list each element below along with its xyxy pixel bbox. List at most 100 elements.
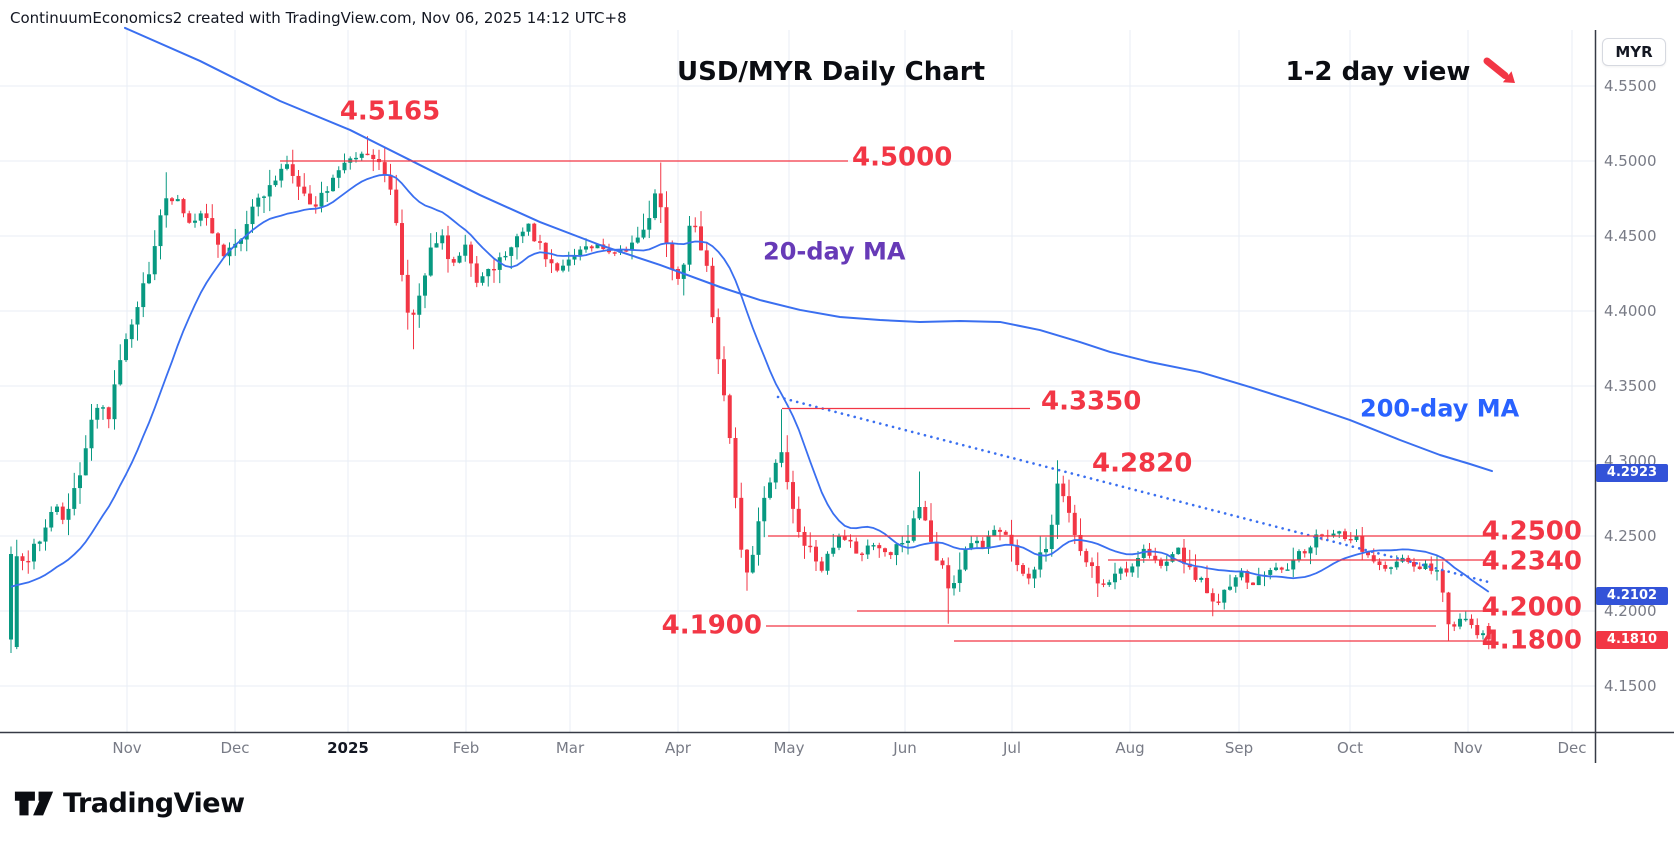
price-tick: 4.4000 — [1604, 302, 1657, 320]
candle-body — [469, 244, 473, 264]
candle-body — [250, 206, 255, 225]
candle-body — [1199, 577, 1204, 580]
candle-body — [526, 223, 531, 232]
candle-body — [946, 565, 951, 589]
candle-body — [446, 235, 450, 260]
candle-body — [14, 556, 19, 648]
candle-body — [963, 549, 968, 570]
candle-body — [1107, 582, 1112, 585]
symbol-button-myr[interactable]: MYR — [1602, 38, 1666, 66]
time-tick: Apr — [665, 739, 691, 757]
candle-body — [1366, 551, 1370, 556]
candle-body — [279, 168, 284, 181]
candle-body — [825, 553, 830, 571]
candle-body — [848, 539, 853, 542]
price-tick: 4.1500 — [1604, 677, 1657, 695]
candle-body — [32, 543, 36, 562]
candle-body — [175, 199, 180, 202]
candle-body — [20, 556, 25, 561]
candle-body — [1182, 547, 1186, 564]
candle-body — [1389, 567, 1393, 569]
candle-body — [883, 548, 887, 553]
candle-body — [1159, 559, 1163, 566]
tradingview-logo-icon — [14, 791, 54, 816]
candle-body — [1308, 547, 1313, 554]
candle-body — [676, 268, 680, 279]
candle-body — [273, 180, 278, 186]
candle-body — [1147, 548, 1152, 556]
candle-body — [1469, 618, 1474, 626]
time-tick: Sep — [1224, 739, 1254, 757]
ma-value-badge: 4.2102 — [1596, 586, 1668, 605]
candle-body — [762, 497, 767, 522]
candle-body — [635, 237, 640, 243]
candle-body — [313, 204, 318, 207]
candle-body — [1026, 573, 1031, 579]
candle-body — [451, 259, 456, 263]
candle-body — [1032, 569, 1037, 579]
candle-body — [1205, 577, 1209, 594]
candle-body — [612, 252, 617, 254]
candle-body — [55, 506, 59, 512]
candle-body — [1153, 555, 1158, 560]
candle-body — [842, 535, 847, 540]
candle-body — [532, 223, 537, 242]
candle-body — [681, 264, 686, 279]
candle-body — [1067, 496, 1071, 513]
candle-body — [641, 229, 646, 238]
candle-body — [285, 164, 289, 169]
last-price-badge: 4.1810 — [1596, 630, 1668, 649]
candle-body — [865, 545, 870, 555]
candle-body — [118, 360, 123, 385]
candle-body — [1061, 483, 1066, 497]
candle-body — [336, 170, 341, 178]
candle-body — [1228, 586, 1232, 590]
level-label-4-3350: 4.3350 — [1041, 386, 1142, 417]
candle-body — [382, 162, 387, 175]
candle-body — [49, 511, 54, 528]
candle-body — [1486, 626, 1491, 640]
downtrend-dotted-line[interactable] — [776, 395, 1494, 585]
candle-body — [1371, 555, 1376, 562]
candle-body — [141, 283, 146, 308]
level-label-4-1800: 4.1800 — [1481, 625, 1582, 656]
tradingview-logo[interactable]: TradingView — [14, 788, 245, 819]
candle-body — [1044, 549, 1048, 553]
candle-body — [193, 220, 197, 223]
candle-body — [204, 213, 209, 219]
candle-body — [952, 583, 956, 589]
candle-body — [1458, 618, 1462, 627]
candle-body — [302, 186, 307, 194]
candle-body — [1302, 551, 1307, 554]
candle-body — [1274, 567, 1278, 571]
candle-body — [503, 255, 508, 258]
candle-body — [917, 507, 922, 519]
candle-body — [210, 218, 215, 234]
time-tick: Aug — [1115, 739, 1145, 757]
candle-body — [1446, 592, 1451, 625]
candle-body — [1268, 570, 1273, 575]
candle-body — [1297, 551, 1301, 560]
candle-body — [986, 535, 991, 549]
candle-body — [1176, 547, 1181, 555]
ma200-label: 200-day MA — [1360, 394, 1520, 423]
candle-body — [658, 193, 663, 208]
candle-body — [768, 482, 772, 498]
candle-body — [992, 529, 997, 536]
candle-body — [739, 497, 744, 550]
candle-body — [687, 225, 692, 265]
candle-body — [664, 207, 669, 244]
level-label-4-2000: 4.2000 — [1481, 592, 1582, 623]
time-tick: May — [773, 739, 805, 757]
price-tick: 4.5500 — [1604, 77, 1657, 95]
candle-body — [785, 452, 790, 483]
candle-body — [1210, 593, 1215, 602]
candle-body — [1377, 561, 1382, 566]
candle-body — [1440, 570, 1445, 593]
candle-body — [957, 569, 962, 584]
time-tick: Oct — [1337, 739, 1363, 757]
time-tick: Nov — [1453, 739, 1483, 757]
tradingview-logo-text: TradingView — [63, 788, 245, 819]
level-label-4-1900: 4.1900 — [661, 610, 762, 641]
